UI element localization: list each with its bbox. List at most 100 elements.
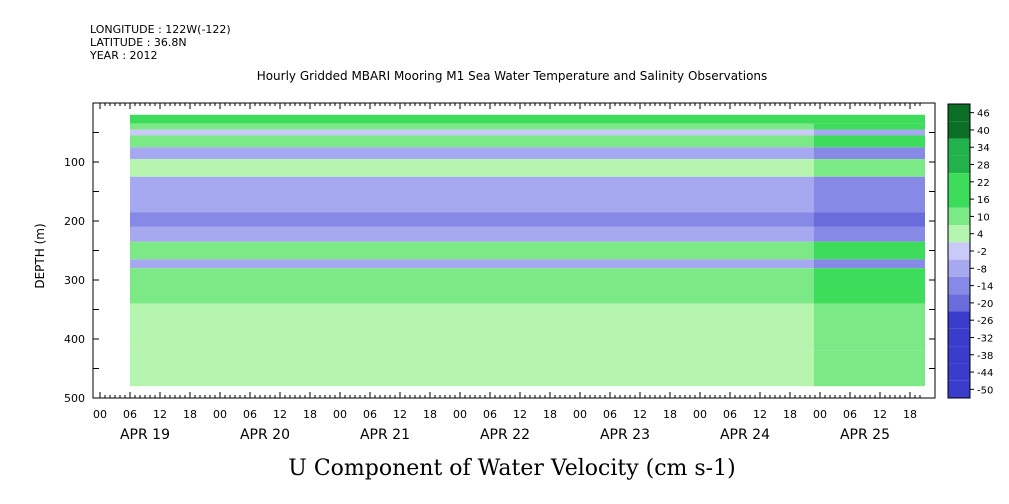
colorbar-label: -32 [977,333,993,344]
colorbar-swatch [948,276,970,295]
y-tick-label: 400 [64,333,85,346]
depth-band [130,114,814,124]
x-hour-label: 00 [693,408,707,421]
colorbar-label: -44 [977,368,993,379]
x-hour-label: 06 [243,408,257,421]
x-hour-label: 06 [723,408,737,421]
colorbar-swatch [948,138,970,156]
depth-band-late [814,241,925,260]
colorbar-swatch [948,121,970,139]
latitude-label: LATITUDE : 36.8N [90,36,187,49]
depth-band [130,123,814,130]
x-date-label: APR 24 [720,427,770,443]
colorbar-swatch [948,328,970,347]
x-date-label: APR 19 [120,427,170,443]
x-hour-label: 18 [903,408,917,421]
x-hour-label: 18 [303,408,317,421]
x-hour-label: 12 [153,408,167,421]
x-hour-label: 00 [333,408,347,421]
x-hour-label: 12 [873,408,887,421]
depth-band-late [814,268,925,280]
x-hour-label: 12 [513,408,527,421]
colorbar-swatch [948,155,970,174]
depth-band-late [814,259,925,269]
depth-band [130,259,814,269]
colorbar: 46 40 34 28 22 16 10 4 -2 -8 -14 -20 -26 -32 -38 -44 -50 [947,103,993,399]
depth-band-late [814,212,925,227]
x-hour-label: 12 [273,408,287,421]
x-hour-label: 06 [483,408,497,421]
colorbar-label: -14 [977,282,993,293]
y-tick-label: 200 [64,215,85,228]
x-hour-label: 18 [423,408,437,421]
x-hour-label: 12 [633,408,647,421]
depth-band [130,159,814,177]
x-hour-label: 12 [753,408,767,421]
y-tick-label: 300 [64,274,85,287]
x-date-label: APR 21 [360,427,410,443]
depth-band-late [814,176,925,213]
colorbar-label: -38 [977,351,993,362]
colorbar-swatch [948,173,970,191]
colorbar-swatch [948,259,970,277]
colorbar-swatch [948,363,970,381]
x-hour-label: 12 [393,408,407,421]
colorbar-frame [947,103,971,399]
colorbar-label: 16 [977,195,990,206]
colorbar-label: 40 [977,126,990,137]
colorbar-swatch [948,207,970,226]
colorbar-swatch [948,104,970,122]
year-label: YEAR : 2012 [90,49,158,62]
colorbar-swatch [948,380,970,398]
x-hour-label: 06 [603,408,617,421]
x-hour-label: 18 [663,408,677,421]
depth-band-late [814,350,925,387]
depth-band-late [814,135,925,148]
depth-band [130,280,814,304]
colorbar-label: 28 [977,161,990,172]
colorbar-label: 10 [977,212,990,223]
depth-band-late [814,147,925,160]
depth-band [130,212,814,227]
x-hour-label: 06 [123,408,137,421]
axes: 100 200 300 400 500 00 06 12 18 00 06 12 18 00 06 12 18 0… [64,102,936,443]
colorbar-swatch [948,311,970,329]
depth-band-late [814,123,925,130]
x-hour-label: 00 [93,408,107,421]
x-date-label: APR 20 [240,427,290,443]
colorbar-label: -20 [977,299,993,310]
colorbar-swatch [948,242,970,260]
depth-band-late [814,280,925,304]
colorbar-label: -26 [977,316,993,327]
x-date-label: APR 25 [840,427,890,443]
depth-band [130,303,814,351]
colorbar-swatch [948,190,970,208]
colorbar-label: 4 [977,230,983,241]
longitude-label: LONGITUDE : 122W(-122) [90,23,231,36]
colorbar-swatch [948,294,970,312]
x-hour-label: 06 [363,408,377,421]
x-axis-label: U Component of Water Velocity (cm s-1) [288,456,735,481]
y-axis-label: DEPTH (m) [33,223,47,288]
x-hour-label: 18 [183,408,197,421]
colorbar-label: 46 [977,109,990,120]
x-hour-label: 18 [783,408,797,421]
depth-band-late [814,159,925,177]
depth-band-late [814,226,925,242]
depth-band [130,226,814,242]
colorbar-swatch [948,225,970,243]
colorbar-label: -50 [977,385,993,396]
depth-band [130,176,814,213]
chart-title: Hourly Gridded MBARI Mooring M1 Sea Wate… [257,69,768,83]
depth-band-late [814,129,925,136]
depth-band [130,241,814,260]
colorbar-swatch [948,346,970,364]
depth-band [130,147,814,160]
y-tick-label: 500 [64,392,85,405]
depth-band [130,135,814,148]
x-hour-label: 06 [843,408,857,421]
colorbar-label: 34 [977,143,990,154]
depth-band [130,350,814,387]
x-hour-label: 00 [573,408,587,421]
